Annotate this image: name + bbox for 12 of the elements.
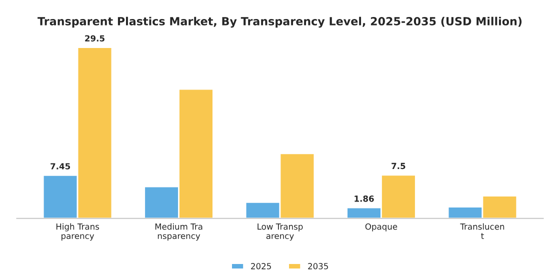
x-tick-label: High Trans parency — [56, 223, 100, 241]
data-label: 29.5 — [85, 35, 104, 42]
legend-label: 2025 — [251, 263, 271, 270]
chart-title: Transparent Plastics Market, By Transparency Level, 2025-2035 (USD Million) — [38, 16, 522, 28]
x-tick-label: Medium Tra nsparency — [155, 223, 202, 241]
legend-label: 2035 — [308, 263, 328, 270]
x-tick-label: Opaque — [365, 223, 398, 232]
data-label: 1.86 — [354, 196, 374, 202]
x-tick-label: Low Transp arency — [258, 224, 303, 241]
data-label: 7.5 — [392, 162, 406, 170]
x-tick-label: Translucen t — [460, 223, 504, 239]
data-label: 7.45 — [50, 163, 70, 170]
